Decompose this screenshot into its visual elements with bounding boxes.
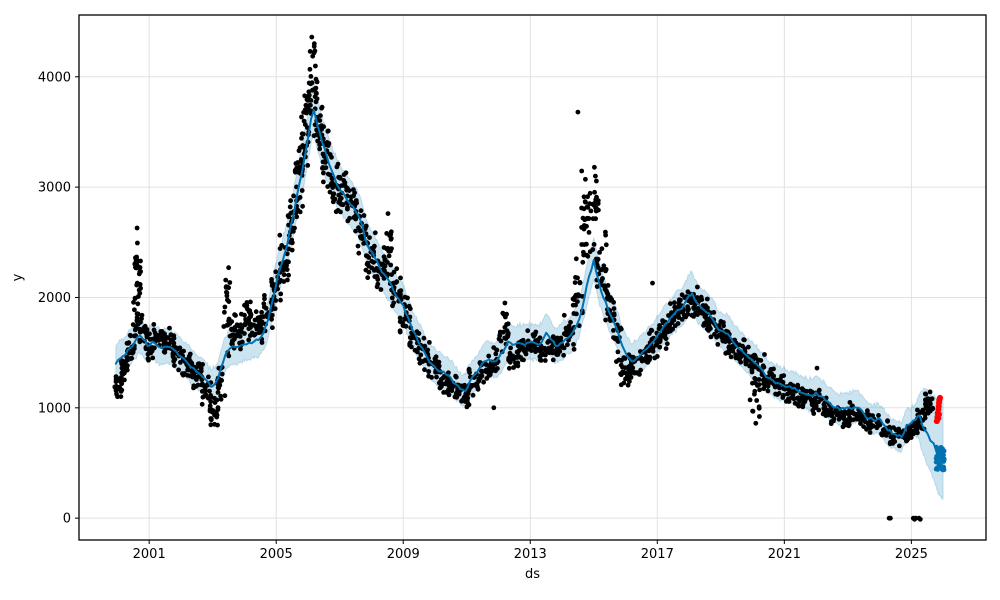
y-axis-label: y: [10, 273, 26, 282]
x-tick-label: 2009: [387, 547, 420, 562]
y-tick-label: 2000: [38, 291, 71, 306]
y-tick-label: 4000: [38, 70, 71, 85]
axis-ticks: 2001 2005 2009 2013 2017 2021 2025 0 1000 2000 300…: [38, 70, 928, 562]
grid-lines: [79, 15, 986, 540]
forecast-line: [114, 108, 945, 468]
x-axis-label: ds: [524, 567, 541, 582]
y-tick-label: 0: [63, 512, 71, 527]
x-tick-label: 2021: [768, 547, 801, 562]
history-points: [112, 34, 936, 522]
y-tick-label: 3000: [38, 181, 71, 196]
anomaly-points: [933, 394, 943, 425]
y-tick-label: 1000: [38, 401, 71, 416]
x-tick-label: 2005: [260, 547, 293, 562]
future-forecast-points: [933, 444, 947, 473]
uncertainty-band: [115, 80, 944, 501]
x-tick-label: 2017: [641, 547, 674, 562]
axes-spines: [78, 14, 987, 541]
x-tick-label: 2025: [895, 547, 928, 562]
x-tick-label: 2001: [133, 547, 166, 562]
x-tick-label: 2013: [514, 547, 547, 562]
